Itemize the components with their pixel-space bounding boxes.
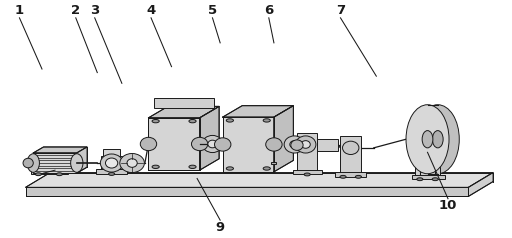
- Bar: [271, 162, 276, 164]
- Ellipse shape: [295, 136, 316, 153]
- Text: 2: 2: [71, 4, 80, 17]
- Polygon shape: [200, 106, 219, 170]
- Ellipse shape: [27, 154, 39, 172]
- Ellipse shape: [355, 175, 361, 178]
- Polygon shape: [223, 117, 274, 172]
- Ellipse shape: [432, 131, 443, 148]
- Polygon shape: [468, 173, 493, 196]
- Ellipse shape: [208, 140, 217, 148]
- Ellipse shape: [152, 119, 159, 123]
- Ellipse shape: [263, 119, 270, 122]
- Polygon shape: [26, 173, 493, 187]
- Ellipse shape: [406, 105, 449, 174]
- Bar: [335, 172, 366, 177]
- Ellipse shape: [226, 167, 233, 170]
- Polygon shape: [38, 170, 68, 173]
- Ellipse shape: [417, 178, 423, 181]
- Polygon shape: [148, 106, 219, 118]
- Polygon shape: [223, 106, 293, 117]
- Bar: [415, 167, 440, 177]
- Ellipse shape: [301, 141, 310, 148]
- Ellipse shape: [191, 137, 208, 151]
- Ellipse shape: [189, 165, 196, 169]
- Ellipse shape: [340, 175, 346, 178]
- Ellipse shape: [109, 173, 115, 175]
- Ellipse shape: [23, 158, 33, 168]
- Ellipse shape: [263, 167, 270, 170]
- Bar: [101, 156, 122, 170]
- Bar: [96, 169, 127, 174]
- Ellipse shape: [284, 136, 305, 153]
- Ellipse shape: [35, 173, 41, 176]
- Polygon shape: [33, 147, 87, 153]
- Ellipse shape: [416, 105, 459, 174]
- Ellipse shape: [226, 119, 233, 122]
- Bar: [154, 98, 214, 108]
- Ellipse shape: [152, 165, 159, 169]
- Ellipse shape: [105, 158, 118, 168]
- Text: 1: 1: [15, 4, 24, 17]
- Ellipse shape: [56, 173, 62, 176]
- Ellipse shape: [343, 141, 359, 154]
- Polygon shape: [26, 187, 468, 196]
- Ellipse shape: [422, 131, 433, 148]
- Text: 10: 10: [439, 199, 457, 212]
- Ellipse shape: [100, 154, 123, 172]
- Bar: [412, 175, 445, 179]
- Text: 3: 3: [90, 4, 99, 17]
- Ellipse shape: [266, 138, 282, 151]
- Bar: [103, 149, 120, 156]
- Text: 5: 5: [208, 4, 217, 17]
- Ellipse shape: [215, 138, 231, 151]
- Ellipse shape: [120, 154, 144, 173]
- Ellipse shape: [189, 119, 196, 123]
- Polygon shape: [77, 147, 87, 173]
- Bar: [340, 136, 361, 174]
- Text: 6: 6: [264, 4, 273, 17]
- Polygon shape: [148, 118, 200, 170]
- Bar: [317, 139, 338, 151]
- Ellipse shape: [140, 137, 157, 151]
- Bar: [297, 133, 317, 172]
- Polygon shape: [274, 106, 293, 172]
- Ellipse shape: [202, 135, 223, 153]
- Bar: [33, 153, 77, 173]
- Ellipse shape: [432, 178, 438, 181]
- Text: 9: 9: [216, 221, 225, 234]
- Ellipse shape: [71, 154, 83, 172]
- Ellipse shape: [290, 141, 299, 148]
- Ellipse shape: [291, 140, 303, 150]
- Ellipse shape: [127, 159, 137, 167]
- Ellipse shape: [304, 173, 310, 176]
- Bar: [293, 170, 322, 174]
- Text: 7: 7: [336, 4, 345, 17]
- Text: 4: 4: [146, 4, 156, 17]
- Bar: [31, 169, 68, 174]
